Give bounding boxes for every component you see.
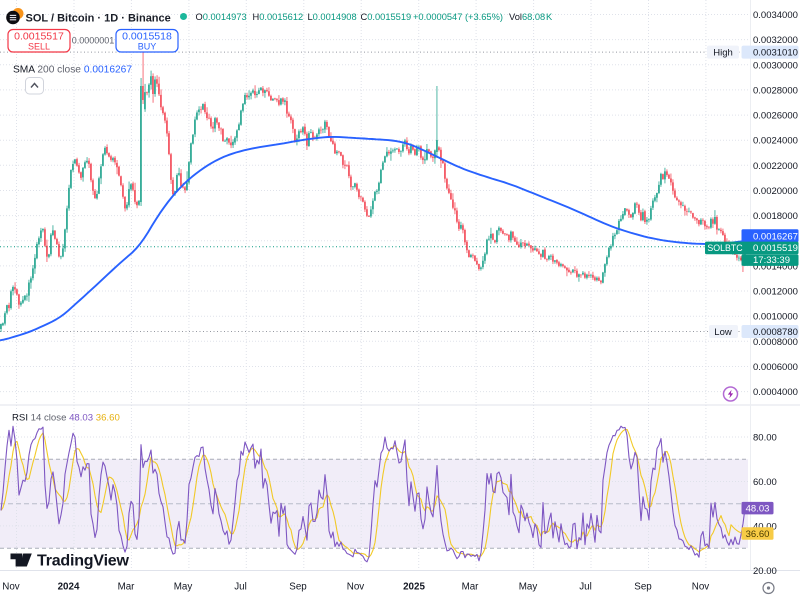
svg-text:0.0026000: 0.0026000	[753, 111, 798, 122]
svg-text:17:33:39: 17:33:39	[753, 255, 790, 266]
svg-text:High: High	[713, 48, 733, 59]
svg-text:0.0024000: 0.0024000	[753, 136, 798, 147]
svg-text:Sep: Sep	[289, 582, 307, 593]
svg-text:Vol68.08 K: Vol68.08 K	[509, 12, 553, 22]
svg-text:TradingView: TradingView	[37, 553, 130, 570]
svg-text:2024: 2024	[58, 582, 80, 593]
svg-text:0.0028000: 0.0028000	[753, 85, 798, 96]
svg-text:H0.0015612: H0.0015612	[253, 12, 304, 22]
svg-text:C0.0015519: C0.0015519	[361, 12, 412, 22]
svg-text:O0.0014973: O0.0014973	[196, 12, 247, 22]
svg-text:SELL: SELL	[28, 42, 50, 52]
svg-text:0.0030000: 0.0030000	[753, 60, 798, 71]
svg-text:0.0006000: 0.0006000	[753, 362, 798, 373]
svg-text:SMA 200 close 0.0016267: SMA 200 close 0.0016267	[13, 65, 132, 76]
svg-text:0.0015519: 0.0015519	[753, 243, 798, 254]
svg-text:SOL / Bitcoin · 1D · Binance: SOL / Bitcoin · 1D · Binance	[26, 12, 171, 24]
svg-text:0.0022000: 0.0022000	[753, 161, 798, 172]
svg-text:0.0015517: 0.0015517	[14, 31, 64, 43]
svg-text:0.0018000: 0.0018000	[753, 211, 798, 222]
svg-text:80.00: 80.00	[753, 433, 777, 444]
svg-text:Jul: Jul	[579, 582, 592, 593]
svg-text:0.0032000: 0.0032000	[753, 35, 798, 46]
svg-text:SOLBTC: SOLBTC	[707, 243, 743, 253]
svg-text:Nov: Nov	[347, 582, 365, 593]
svg-text:0.0008000: 0.0008000	[753, 337, 798, 348]
svg-text:May: May	[174, 582, 193, 593]
svg-text:Nov: Nov	[692, 582, 710, 593]
svg-text:RSI 14 close 48.03 36.60: RSI 14 close 48.03 36.60	[12, 413, 120, 424]
svg-text:Mar: Mar	[462, 582, 480, 593]
svg-text:0.0031010: 0.0031010	[753, 48, 798, 59]
svg-text:Mar: Mar	[118, 582, 136, 593]
svg-text:0.0034000: 0.0034000	[753, 10, 798, 21]
svg-text:0.0016267: 0.0016267	[753, 231, 798, 242]
svg-text:0.0015518: 0.0015518	[122, 31, 172, 43]
svg-text:0.0004000: 0.0004000	[753, 387, 798, 398]
svg-text:40.00: 40.00	[753, 521, 777, 532]
svg-text:May: May	[519, 582, 538, 593]
svg-text:36.60: 36.60	[746, 529, 770, 540]
svg-text:0.0014000: 0.0014000	[753, 261, 798, 272]
svg-text:+0.0000547 (+3.65%): +0.0000547 (+3.65%)	[413, 12, 503, 22]
svg-text:0.0020000: 0.0020000	[753, 186, 798, 197]
svg-text:2025: 2025	[403, 582, 425, 593]
svg-text:0.0000001: 0.0000001	[72, 36, 115, 46]
svg-text:0.0012000: 0.0012000	[753, 287, 798, 298]
svg-text:L0.0014908: L0.0014908	[308, 12, 357, 22]
svg-text:Low: Low	[714, 327, 732, 338]
svg-text:Nov: Nov	[2, 582, 20, 593]
svg-text:48.03: 48.03	[746, 504, 770, 515]
svg-text:Sep: Sep	[634, 582, 652, 593]
svg-text:20.00: 20.00	[753, 566, 777, 577]
svg-text:Jul: Jul	[234, 582, 247, 593]
svg-text:60.00: 60.00	[753, 477, 777, 488]
svg-text:BUY: BUY	[138, 42, 157, 52]
svg-text:0.0008780: 0.0008780	[753, 327, 798, 338]
svg-text:0.0010000: 0.0010000	[753, 312, 798, 323]
